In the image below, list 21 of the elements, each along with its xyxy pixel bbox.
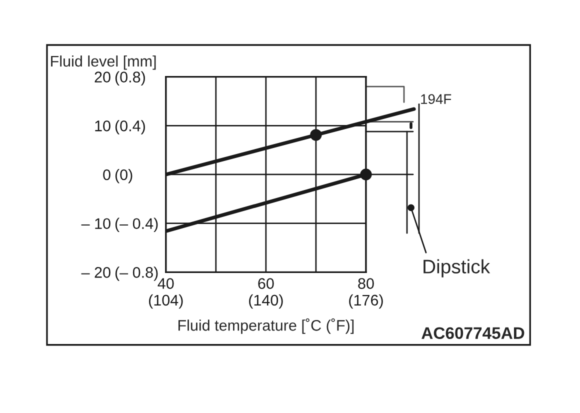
x2-tick-label: (104) (148, 294, 183, 309)
y-tick-label: 0 (103, 169, 110, 180)
y2-tick-label: (0.4) (115, 120, 145, 134)
x-tick-label: 40 (158, 278, 174, 289)
x2-tick-label: (176) (349, 294, 383, 309)
y2-tick-label: (0.8) (115, 71, 145, 86)
x-tick-label: 60 (258, 278, 274, 289)
text: Dipstick (424, 259, 490, 278)
y2-tick-label: (– 0.4) (115, 218, 158, 232)
y-tick-label: – 10 (81, 218, 110, 230)
x2-tick-label: (140) (249, 294, 283, 309)
y-tick-label: 20 (94, 72, 110, 83)
y-tick-label: 10 (95, 120, 110, 132)
x-axis-title: Fluid temperature [˚C (˚F)] (178, 318, 354, 334)
text: 194F (421, 94, 452, 104)
chart-title: Fluid level [mm] (51, 55, 156, 70)
x-tick-label: 80 (358, 278, 374, 289)
y-tick-label: – 20 (81, 267, 110, 278)
y2-tick-label: (– 0.8) (115, 266, 158, 281)
y2-tick-label: (0) (115, 168, 132, 184)
text: AC607745AD (422, 327, 524, 340)
